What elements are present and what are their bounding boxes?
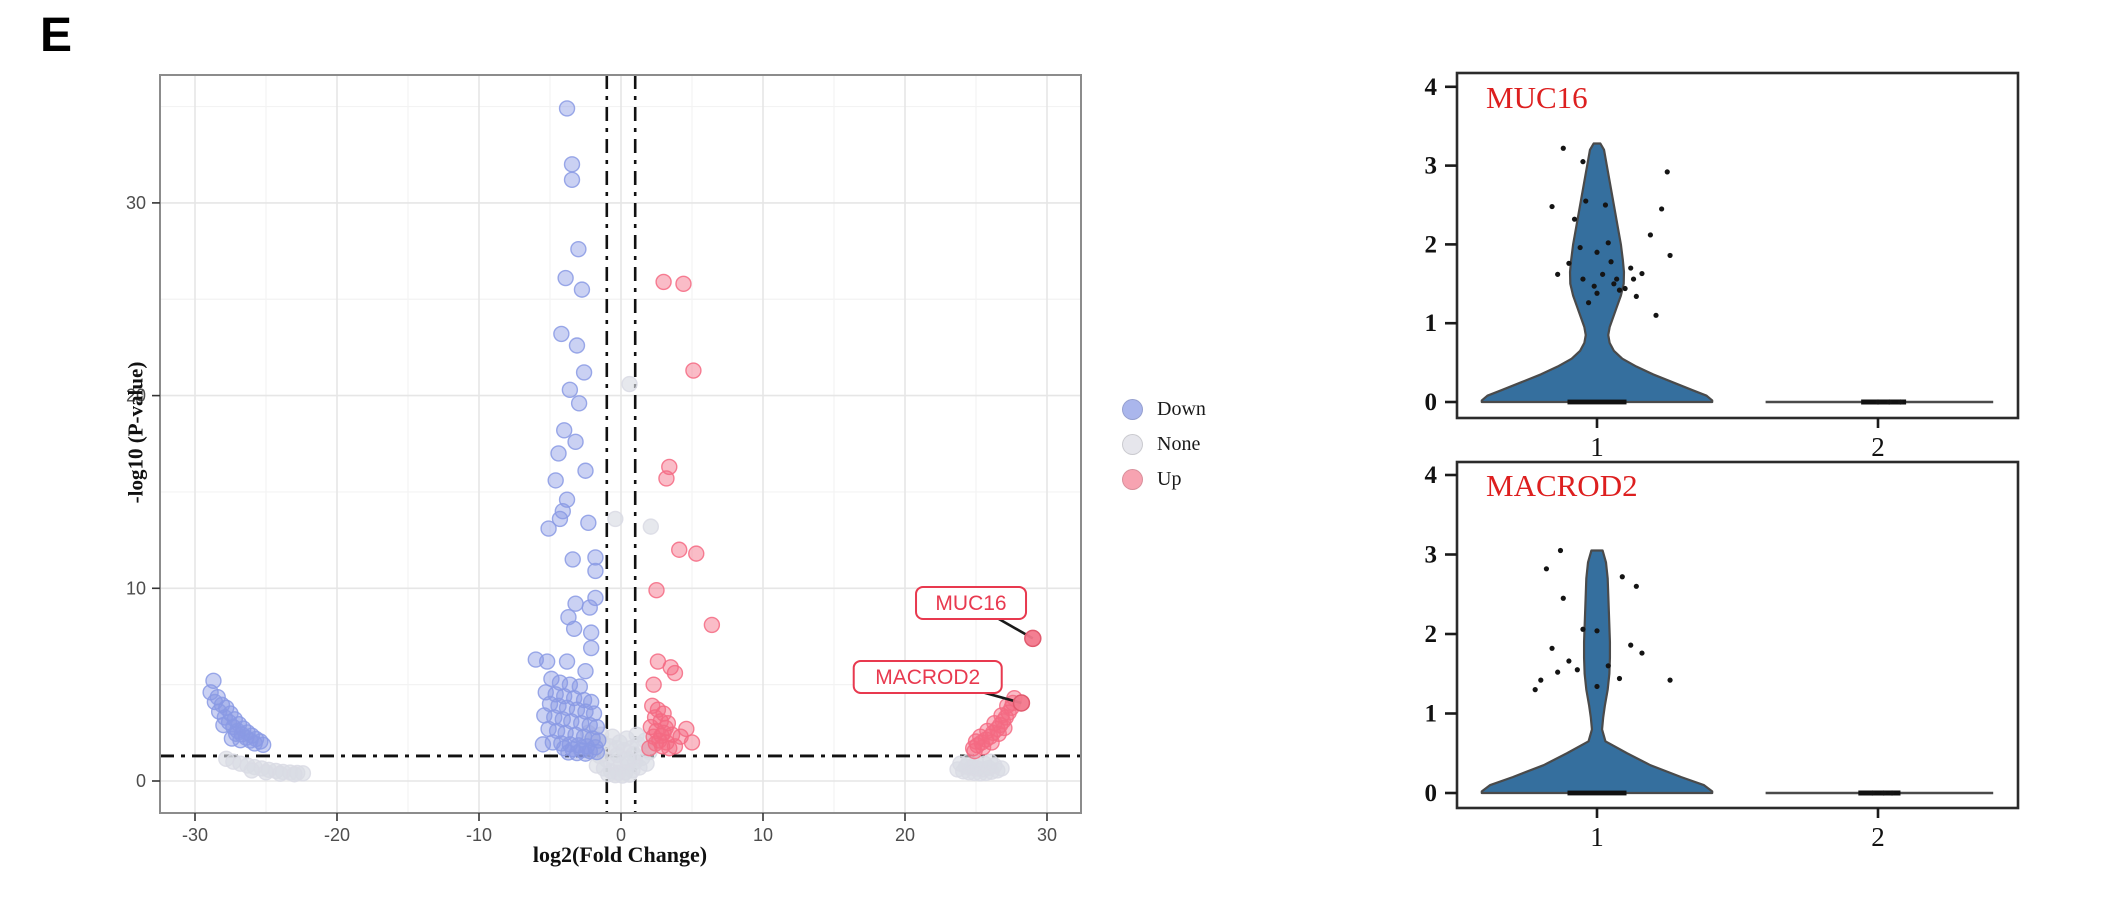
svg-text:-20: -20 [324,825,350,845]
legend-row-down: Down [1122,392,1206,427]
svg-text:1: 1 [1425,310,1438,337]
svg-text:30: 30 [126,193,146,213]
down-point-icon [1122,399,1143,420]
annotation-muc16: MUC16 [915,585,1042,648]
svg-text:4: 4 [1425,462,1438,489]
legend-label-down: Down [1157,398,1206,420]
legend-row-up: Up [1122,462,1206,497]
svg-text:1: 1 [1425,701,1438,728]
svg-text:-30: -30 [182,825,208,845]
svg-text:4: 4 [1425,74,1438,101]
svg-text:-10: -10 [466,825,492,845]
violin-macrod2: 0 1 2 3 4 1 2 [1425,460,2020,852]
svg-text:2: 2 [1871,822,1885,852]
volcano-points-down [202,100,607,762]
median-bar-group1 [1567,399,1627,405]
volcano-legend: Down None Up [1122,392,1206,497]
volcano-plot: MUC16 MACROD2 -30 -20 -10 0 10 20 30 0 10 20 30 [126,74,1082,845]
violin-title-muc16: MUC16 [1486,80,1588,115]
legend-label-up: Up [1157,468,1182,490]
svg-text:10: 10 [126,578,146,598]
volcano-points-up [641,273,1023,760]
up-point-icon [1122,469,1143,490]
svg-text:1: 1 [1590,432,1604,462]
violin-shape-group1 [1480,549,1714,795]
volcano-x-axis-title: log2(Fold Change) [532,842,708,867]
svg-text:30: 30 [1037,825,1057,845]
svg-text:3: 3 [1425,542,1438,569]
median-bar-group1 [1567,790,1627,796]
svg-text:0: 0 [136,771,146,791]
violin-shape-group1 [1480,142,1714,404]
svg-text:2: 2 [1871,432,1885,462]
svg-text:0: 0 [1425,389,1438,416]
jitter-points-group1 [1532,547,1673,693]
annotation-macrod2: MACROD2 [852,659,1031,712]
svg-text:MACROD2: MACROD2 [875,666,980,689]
volcano-y-axis-title: -log10 (P-value) [123,361,148,504]
svg-text:0: 0 [1425,780,1438,807]
legend-row-none: None [1122,427,1206,462]
legend-label-none: None [1157,433,1201,455]
svg-text:MUC16: MUC16 [935,592,1006,615]
svg-text:10: 10 [753,825,773,845]
none-point-icon [1122,434,1143,455]
svg-text:2: 2 [1425,231,1438,258]
svg-text:20: 20 [895,825,915,845]
svg-text:0: 0 [616,825,626,845]
violin-muc16: 0 1 2 3 4 1 2 [1425,71,2020,462]
svg-text:20: 20 [126,386,146,406]
violin-title-macrod2: MACROD2 [1486,468,1638,503]
jitter-points-group1 [1549,145,1673,318]
svg-text:3: 3 [1425,153,1438,180]
svg-text:1: 1 [1590,822,1604,852]
panel-label: E [40,9,73,62]
svg-text:2: 2 [1425,621,1438,648]
